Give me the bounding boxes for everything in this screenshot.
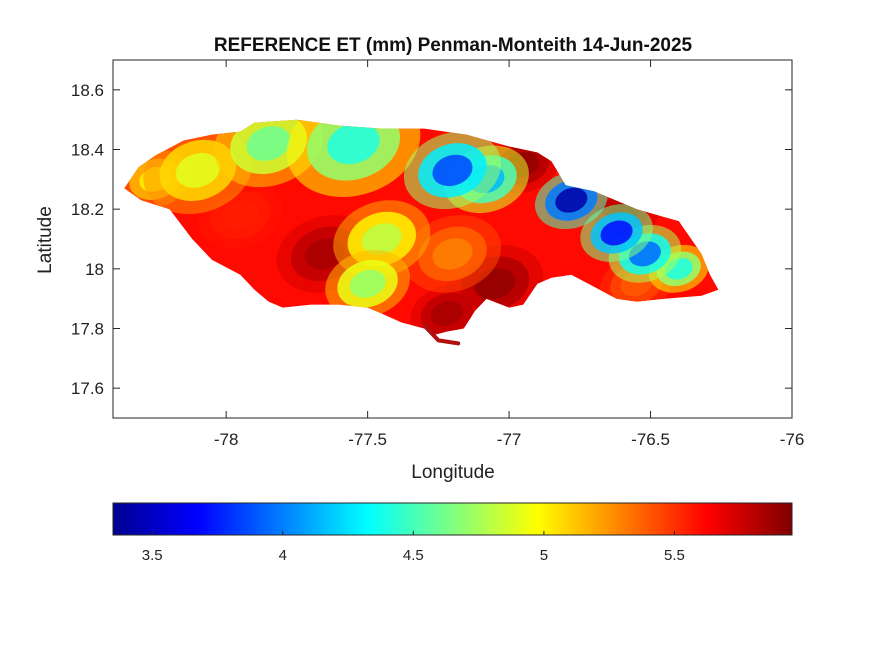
colorbar-tick-label: 4	[279, 547, 287, 564]
et-field-10-ring-1	[175, 153, 221, 188]
x-tick-label: -77	[497, 430, 522, 449]
et-field-18-ring-1	[432, 154, 473, 187]
et-field-11-ring-1	[361, 223, 402, 255]
et-field-20-ring-1	[555, 187, 588, 213]
et-field-13-ring-1	[246, 126, 291, 161]
colorbar-ticks: 3.5 4 4.5 5 5.5	[142, 531, 685, 564]
et-field-3-ring-1	[430, 301, 463, 327]
x-axis-ticks: -78 -77.5 -77 -76.5 -76	[214, 60, 804, 449]
et-field-8-ring-1	[432, 238, 473, 270]
y-axis-label: Latitude	[35, 206, 56, 274]
x-axis-label: Longitude	[411, 462, 494, 483]
y-tick-label: 17.8	[71, 320, 104, 339]
x-tick-label: -77.5	[348, 430, 387, 449]
et-field-14-ring-1	[327, 122, 380, 165]
et-field-12-ring-1	[349, 269, 386, 298]
y-axis-ticks: 17.6 17.8 18 18.2 18.4 18.6	[71, 81, 792, 398]
y-tick-label: 18.6	[71, 81, 104, 100]
y-tick-label: 18.4	[71, 141, 104, 160]
y-tick-label: 18.2	[71, 200, 104, 219]
x-tick-label: -76.5	[631, 430, 670, 449]
chart-title: REFERENCE ET (mm) Penman-Monteith 14-Jun…	[214, 35, 693, 56]
x-tick-label: -76	[780, 430, 805, 449]
et-field-19-ring-1	[600, 220, 633, 246]
colorbar-tick-label: 4.5	[403, 547, 424, 564]
colorbar	[112, 502, 793, 536]
y-tick-label: 17.6	[71, 379, 104, 398]
colorbar-tick-label: 5	[540, 547, 548, 564]
palisadoes-spit	[422, 323, 461, 346]
y-tick-label: 18	[85, 260, 104, 279]
et-field-6-ring-1	[222, 201, 259, 230]
colorbar-tick-label: 5.5	[664, 547, 685, 564]
x-tick-label: -78	[214, 430, 239, 449]
colorbar-tick-label: 3.5	[142, 547, 163, 564]
